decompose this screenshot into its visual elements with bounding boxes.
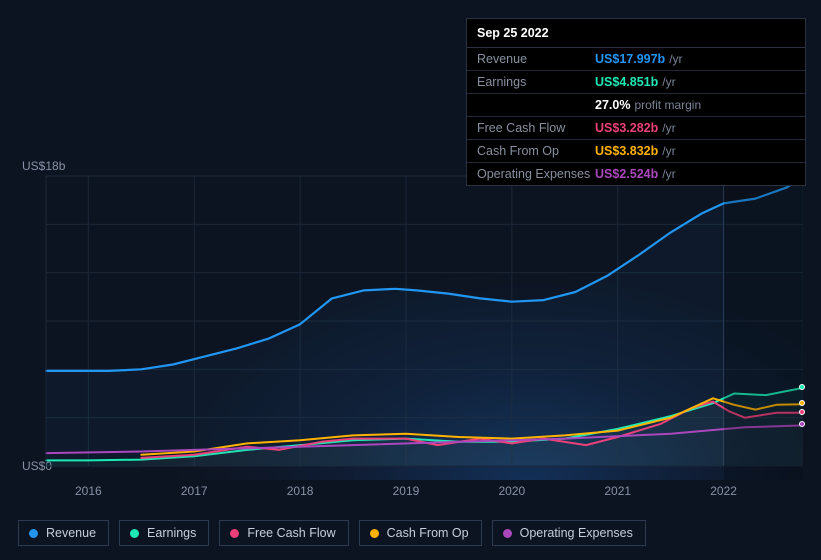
legend-item-label: Earnings <box>147 526 196 540</box>
legend-item-opex[interactable]: Operating Expenses <box>492 520 646 546</box>
legend-item-fcf[interactable]: Free Cash Flow <box>219 520 348 546</box>
tooltip-row-value: US$3.832b/yr <box>595 144 676 158</box>
x-axis-tick-label: 2021 <box>604 484 631 498</box>
tooltip-row: Cash From OpUS$3.832b/yr <box>467 140 805 163</box>
x-axis-tick-label: 2016 <box>75 484 102 498</box>
chart-legend: Revenue Earnings Free Cash Flow Cash From O… <box>18 520 646 546</box>
legend-dot-icon <box>130 529 139 538</box>
chart-tooltip: Sep 25 2022 RevenueUS$17.997b/yrEarnings… <box>466 18 806 186</box>
legend-item-earnings[interactable]: Earnings <box>119 520 209 546</box>
legend-dot-icon <box>230 529 239 538</box>
x-axis-tick-label: 2020 <box>498 484 525 498</box>
tooltip-row: 27.0%profit margin <box>467 94 805 117</box>
tooltip-row-label: Revenue <box>477 52 595 66</box>
tooltip-row: RevenueUS$17.997b/yr <box>467 48 805 71</box>
series-end-marker <box>799 409 805 415</box>
legend-dot-icon <box>29 529 38 538</box>
x-axis-tick-label: 2019 <box>393 484 420 498</box>
tooltip-row: Free Cash FlowUS$3.282b/yr <box>467 117 805 140</box>
tooltip-row-value: US$17.997b/yr <box>595 52 683 66</box>
legend-item-label: Operating Expenses <box>520 526 633 540</box>
tooltip-row-value: US$2.524b/yr <box>595 167 676 181</box>
legend-item-cfo[interactable]: Cash From Op <box>359 520 482 546</box>
tooltip-row-label: Cash From Op <box>477 144 595 158</box>
series-end-marker <box>799 421 805 427</box>
chart-plot-area[interactable] <box>18 170 803 480</box>
legend-item-label: Revenue <box>46 526 96 540</box>
series-end-marker <box>799 400 805 406</box>
x-axis-tick-label: 2022 <box>710 484 737 498</box>
tooltip-row: Operating ExpensesUS$2.524b/yr <box>467 163 805 185</box>
x-axis-tick-label: 2018 <box>287 484 314 498</box>
legend-item-label: Free Cash Flow <box>247 526 335 540</box>
tooltip-row: EarningsUS$4.851b/yr <box>467 71 805 94</box>
tooltip-row-label <box>477 98 595 112</box>
x-axis: 2016 2017 2018 2019 2020 2021 2022 <box>18 484 803 502</box>
tooltip-row-value: US$4.851b/yr <box>595 75 676 89</box>
legend-item-label: Cash From Op <box>387 526 469 540</box>
legend-dot-icon <box>503 529 512 538</box>
legend-item-revenue[interactable]: Revenue <box>18 520 109 546</box>
tooltip-row-label: Operating Expenses <box>477 167 595 181</box>
tooltip-date: Sep 25 2022 <box>467 19 805 48</box>
tooltip-row-label: Earnings <box>477 75 595 89</box>
legend-dot-icon <box>370 529 379 538</box>
tooltip-row-label: Free Cash Flow <box>477 121 595 135</box>
tooltip-row-value: 27.0%profit margin <box>595 98 701 112</box>
x-axis-tick-label: 2017 <box>181 484 208 498</box>
series-end-marker <box>799 384 805 390</box>
tooltip-row-value: US$3.282b/yr <box>595 121 676 135</box>
